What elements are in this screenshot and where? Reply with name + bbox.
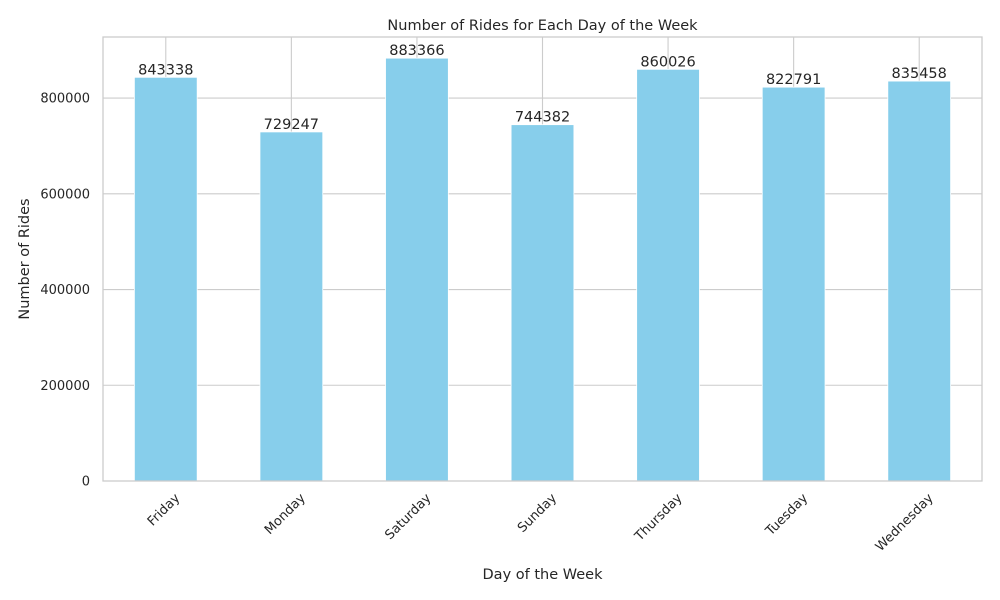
x-tick-label: Friday <box>145 491 184 530</box>
bar <box>510 124 575 482</box>
data-label: 729247 <box>264 117 319 133</box>
data-label: 843338 <box>138 62 193 78</box>
data-label: 835458 <box>892 66 947 82</box>
x-tick-label: Monday <box>262 491 309 538</box>
bar <box>636 68 700 482</box>
data-label: 860026 <box>640 54 695 70</box>
data-labels: 843338 729247 883366 744382 860026 822791 8354… <box>138 43 947 133</box>
data-label: 744382 <box>515 110 570 126</box>
y-tick-label: 200000 <box>40 379 90 394</box>
data-label: 822791 <box>766 72 821 88</box>
y-tick-label: 800000 <box>40 92 90 107</box>
x-tick-label: Tuesday <box>762 491 811 540</box>
y-tick-label: 600000 <box>40 187 90 202</box>
bar <box>385 57 449 482</box>
bar <box>133 76 198 482</box>
x-tick-label: Saturday <box>382 491 434 543</box>
y-axis-label: Number of Rides <box>17 198 33 319</box>
bar <box>259 131 324 482</box>
y-tick-label: 400000 <box>40 283 90 298</box>
y-tick-label: 0 <box>82 475 90 490</box>
x-tick-label: Wednesday <box>873 491 937 555</box>
bar <box>887 80 952 482</box>
bar <box>761 86 826 482</box>
y-tick-labels: 0 200000 400000 600000 800000 <box>40 92 90 490</box>
x-tick-labels: Friday Monday Saturday Sunday Thursday Tuesda… <box>145 491 937 555</box>
x-axis-label: Day of the Week <box>483 567 604 583</box>
data-label: 883366 <box>389 43 444 59</box>
x-tick-label: Thursday <box>631 491 685 545</box>
x-tick-label: Sunday <box>515 491 560 536</box>
chart-title: Number of Rides for Each Day of the Week <box>387 18 698 34</box>
plot-frame <box>102 36 983 482</box>
bars <box>133 57 952 482</box>
